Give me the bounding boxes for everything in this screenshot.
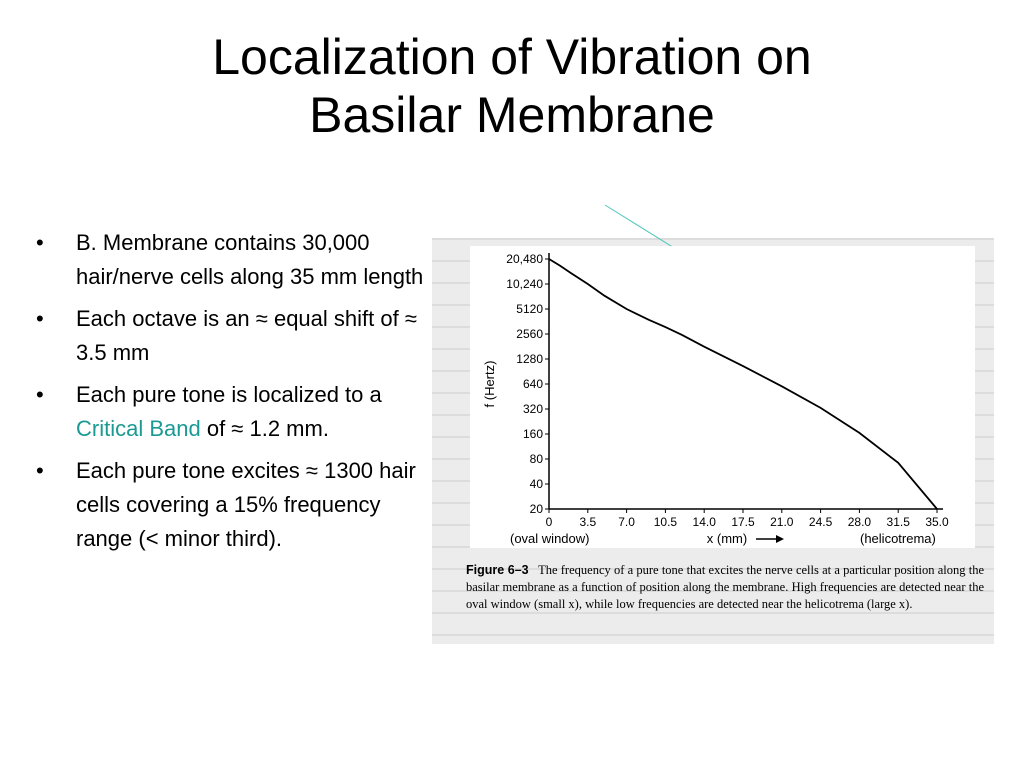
bullet-text: Each pure tone excites ≈ 1300 hair cells… <box>76 458 416 551</box>
bullet-item: • Each pure tone excites ≈ 1300 hair cel… <box>30 454 425 556</box>
slide-title: Localization of Vibration on Basilar Mem… <box>0 28 1024 144</box>
slide-title-line-2: Basilar Membrane <box>309 87 715 143</box>
x-tick-label: 14.0 <box>693 515 717 529</box>
x-right-note: (helicotrema) <box>860 531 936 546</box>
x-tick-label: 3.5 <box>579 515 596 529</box>
y-tick-label: 640 <box>523 377 543 391</box>
y-axis-label: f (Hertz) <box>482 361 497 408</box>
x-axis-label: x (mm) <box>707 531 747 546</box>
x-tick-label: 24.5 <box>809 515 833 529</box>
y-tick-label: 20,480 <box>506 252 543 266</box>
bullet-text: B. Membrane contains 30,000 hair/nerve c… <box>76 230 424 289</box>
y-tick-label: 40 <box>530 477 544 491</box>
x-axis-ticks: 0 3.5 7.0 10.5 14.0 17.5 21.0 24.5 28.0 31.5 35.0 <box>546 509 949 529</box>
y-tick-label: 10,240 <box>506 277 543 291</box>
slide-title-line-1: Localization of Vibration on <box>212 29 812 85</box>
bullet-item: • Each pure tone is localized to a Criti… <box>30 378 425 446</box>
x-tick-label: 0 <box>546 515 553 529</box>
figure-caption-label: Figure 6–3 <box>466 563 529 577</box>
bullet-list: • B. Membrane contains 30,000 hair/nerve… <box>30 226 425 564</box>
figure-caption-text: The frequency of a pure tone that excite… <box>466 563 985 611</box>
y-tick-label: 80 <box>530 452 544 466</box>
bullet-item: • Each octave is an ≈ equal shift of ≈ 3… <box>30 302 425 370</box>
frequency-position-chart: 20,48010,240512025601280640320160804020 … <box>470 246 975 548</box>
bullet-dot: • <box>36 230 44 255</box>
x-left-note: (oval window) <box>510 531 589 546</box>
y-tick-label: 160 <box>523 427 543 441</box>
y-tick-label: 5120 <box>516 302 543 316</box>
x-axis-arrow-head <box>776 535 784 543</box>
y-tick-label: 20 <box>530 502 544 516</box>
bullet-dot: • <box>36 382 44 407</box>
series-line <box>548 258 938 510</box>
bullet-dot: • <box>36 458 44 483</box>
x-tick-label: 35.0 <box>925 515 949 529</box>
bullet-text: Each octave is an ≈ equal shift of ≈ 3.5… <box>76 306 417 365</box>
x-tick-label: 17.5 <box>731 515 755 529</box>
figure-caption: Figure 6–3 The frequency of a pure tone … <box>466 562 984 613</box>
y-tick-label: 1280 <box>516 352 543 366</box>
bullet-text-post: of ≈ 1.2 mm. <box>200 416 329 441</box>
critical-band-link[interactable]: Critical Band <box>76 416 201 441</box>
bullet-item: • B. Membrane contains 30,000 hair/nerve… <box>30 226 425 294</box>
chart-background <box>470 246 975 548</box>
y-axis-ticks: 20,480 10,240 5120 2560 1280 640 320 160 80 40 20 <box>506 252 549 516</box>
x-tick-label: 21.0 <box>770 515 794 529</box>
x-tick-label: 31.5 <box>887 515 911 529</box>
y-tick-label: 320 <box>523 402 543 416</box>
bullet-dot: • <box>36 306 44 331</box>
y-tick-label: 2560 <box>516 327 543 341</box>
x-tick-label: 10.5 <box>654 515 678 529</box>
x-tick-label: 28.0 <box>848 515 872 529</box>
x-tick-label: 7.0 <box>618 515 635 529</box>
bullet-text-pre: Each pure tone is localized to a <box>76 382 382 407</box>
